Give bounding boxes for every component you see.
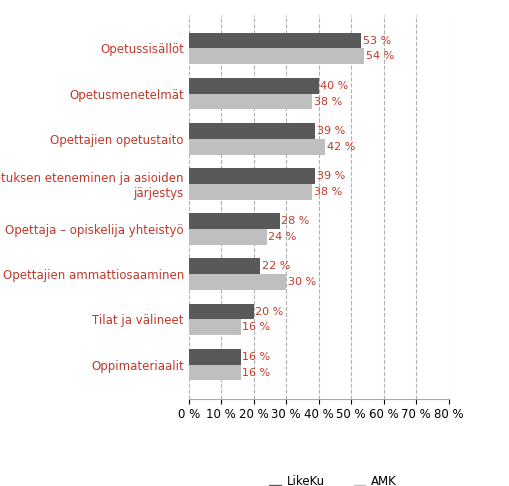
Bar — [188, 364, 240, 381]
Text: 16 %: 16 % — [242, 352, 270, 362]
Text: 16 %: 16 % — [242, 367, 270, 378]
Bar — [188, 349, 240, 364]
Text: 39 %: 39 % — [317, 126, 345, 136]
Text: 40 %: 40 % — [320, 81, 348, 91]
Text: 24 %: 24 % — [268, 232, 296, 242]
Bar — [188, 319, 240, 335]
Bar — [188, 259, 260, 274]
Bar — [188, 213, 279, 229]
Text: 16 %: 16 % — [242, 322, 270, 332]
Text: 30 %: 30 % — [287, 277, 316, 287]
Bar — [188, 123, 315, 139]
Text: 38 %: 38 % — [313, 187, 342, 197]
Bar — [188, 274, 286, 290]
Text: 22 %: 22 % — [261, 261, 290, 271]
Legend: LikeKu
(n=254), AMK
(n=704): LikeKu (n=254), AMK (n=704) — [264, 470, 424, 486]
Bar — [188, 229, 266, 245]
Text: 38 %: 38 % — [313, 97, 342, 106]
Text: 54 %: 54 % — [365, 52, 393, 61]
Bar — [188, 49, 363, 64]
Text: 20 %: 20 % — [255, 307, 283, 316]
Text: 53 %: 53 % — [362, 35, 390, 46]
Bar — [188, 304, 253, 319]
Text: 42 %: 42 % — [326, 142, 355, 152]
Text: 28 %: 28 % — [281, 216, 309, 226]
Text: 39 %: 39 % — [317, 171, 345, 181]
Bar — [188, 184, 312, 200]
Bar — [188, 94, 312, 109]
Bar — [188, 139, 325, 155]
Bar — [188, 33, 360, 49]
Bar — [188, 168, 315, 184]
Bar — [188, 78, 318, 94]
